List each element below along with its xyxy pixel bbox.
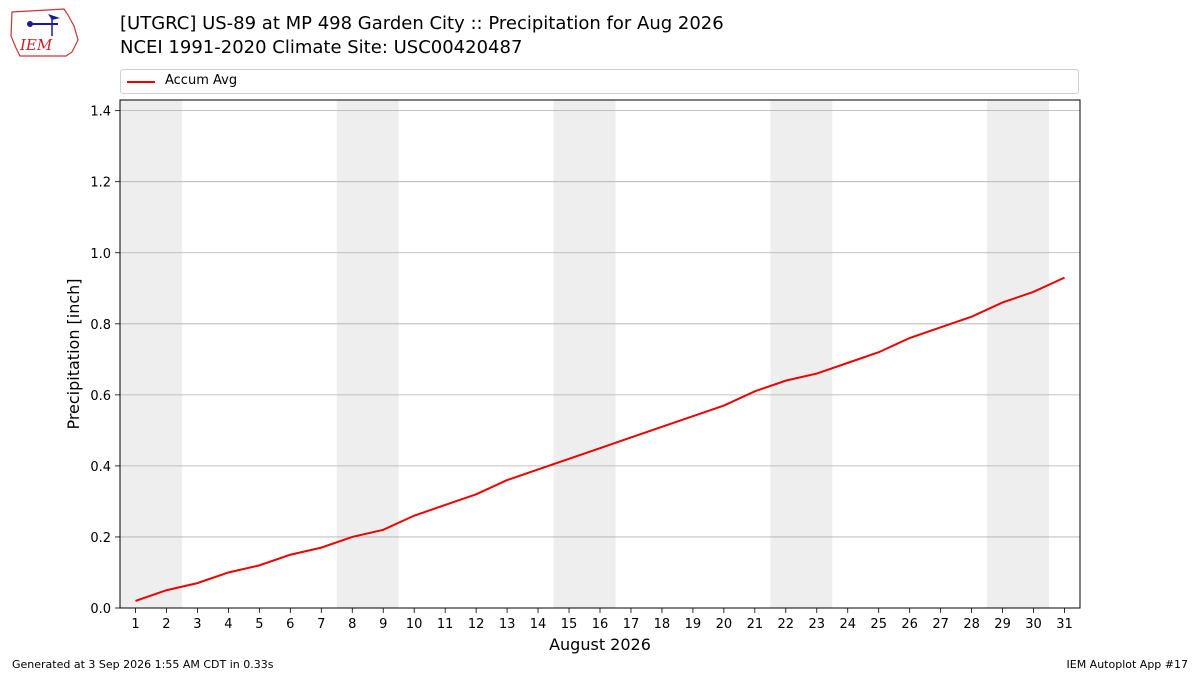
x-axis-label: August 2026 xyxy=(549,635,651,654)
legend-label-accum-avg: Accum Avg xyxy=(165,73,238,88)
footer-app-label: IEM Autoplot App #17 xyxy=(1066,658,1189,671)
tick-label-x-16: 16 xyxy=(592,617,609,632)
iem-logo: IEM xyxy=(10,8,79,57)
tick-label-x-26: 26 xyxy=(901,617,918,632)
tick-label-x-20: 20 xyxy=(716,617,733,632)
tick-label-x-4: 4 xyxy=(224,617,232,632)
tick-label-x-11: 11 xyxy=(437,617,454,632)
tick-label-y-4: 0.8 xyxy=(90,318,111,333)
tick-label-y-7: 1.4 xyxy=(90,105,111,120)
tick-label-x-30: 30 xyxy=(1025,617,1042,632)
chart-title: [UTGRC] US-89 at MP 498 Garden City :: P… xyxy=(120,13,724,34)
tick-label-y-0: 0.0 xyxy=(90,602,111,617)
plot-frame xyxy=(119,99,1081,609)
tick-label-x-13: 13 xyxy=(499,617,516,632)
legend: Accum Avg xyxy=(120,69,1079,94)
tick-label-x-21: 21 xyxy=(747,617,764,632)
tick-label-x-1: 1 xyxy=(131,617,139,632)
footer-generated-text: Generated at 3 Sep 2026 1:55 AM CDT in 0… xyxy=(12,658,274,671)
tick-label-x-8: 8 xyxy=(348,617,356,632)
tick-label-x-5: 5 xyxy=(255,617,263,632)
tick-label-x-25: 25 xyxy=(870,617,887,632)
tick-label-y-1: 0.2 xyxy=(90,531,111,546)
tick-label-x-2: 2 xyxy=(162,617,170,632)
tick-label-x-10: 10 xyxy=(406,617,423,632)
tick-label-x-6: 6 xyxy=(286,617,294,632)
tick-label-y-6: 1.2 xyxy=(90,176,111,191)
tick-label-x-12: 12 xyxy=(468,617,485,632)
weekend-band-4 xyxy=(770,100,833,608)
series-line-accum-avg xyxy=(135,276,1065,602)
tick-label-x-27: 27 xyxy=(932,617,949,632)
tick-label-x-31: 31 xyxy=(1056,617,1073,632)
chart-subtitle: NCEI 1991-2020 Climate Site: USC00420487 xyxy=(120,37,523,58)
tick-label-x-29: 29 xyxy=(994,617,1011,632)
tick-label-x-17: 17 xyxy=(623,617,640,632)
tick-label-x-7: 7 xyxy=(317,617,325,632)
tick-label-x-14: 14 xyxy=(530,617,547,632)
tick-label-x-19: 19 xyxy=(685,617,702,632)
tick-label-x-3: 3 xyxy=(193,617,201,632)
weekend-band-5 xyxy=(987,100,1050,608)
tick-label-x-18: 18 xyxy=(654,617,671,632)
legend-swatch-accum-avg xyxy=(127,81,155,83)
weekend-band-3 xyxy=(553,100,616,608)
tick-label-x-23: 23 xyxy=(809,617,826,632)
tick-label-y-3: 0.6 xyxy=(90,389,111,404)
logo-text: IEM xyxy=(19,36,53,54)
tick-label-x-28: 28 xyxy=(963,617,980,632)
tick-label-x-15: 15 xyxy=(561,617,578,632)
weekend-band-1 xyxy=(120,100,182,608)
y-axis-label: Precipitation [inch] xyxy=(64,278,83,429)
tick-label-x-24: 24 xyxy=(839,617,856,632)
tick-label-y-2: 0.4 xyxy=(90,460,111,475)
weekend-band-2 xyxy=(336,100,399,608)
tick-label-x-22: 22 xyxy=(778,617,795,632)
tick-label-y-5: 1.0 xyxy=(90,247,111,262)
tick-label-x-9: 9 xyxy=(379,617,387,632)
